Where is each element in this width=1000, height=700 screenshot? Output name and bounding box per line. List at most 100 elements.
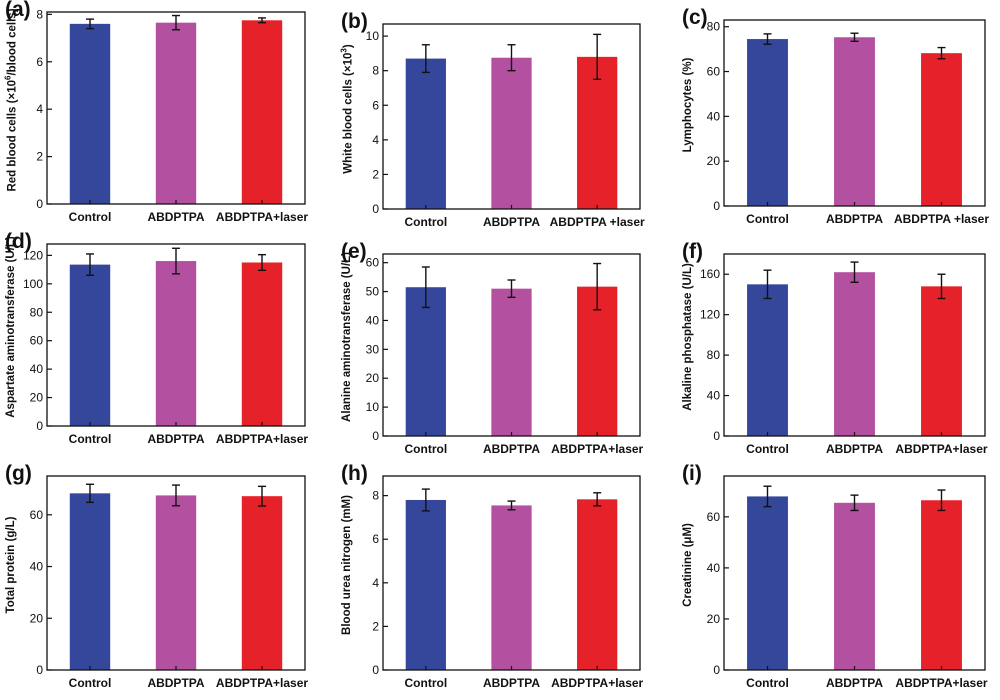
bar-abdptpa [155, 261, 197, 426]
error-bar [850, 494, 859, 512]
y-tick-label: 0 [372, 663, 379, 677]
bar-control [69, 23, 111, 204]
chart-svg: Control ABDPTPA ABDPTPA+laser 0 40 80 120 160 [700, 253, 988, 456]
x-tick-label: ABDPTPA+laser [216, 432, 308, 446]
panel-label: (f) [682, 240, 703, 263]
y-tick-label: 40 [30, 560, 44, 574]
chart-panel-h: Control ABDPTPA ABDPTPA+laser 0 2 4 6 8 [372, 475, 644, 690]
x-tick-label: ABDPTPA+laser [895, 676, 987, 690]
y-tick-label: 20 [707, 612, 721, 626]
x-tick-label: ABDPTPA [483, 676, 540, 690]
error-bar [421, 266, 430, 309]
x-tick-label: ABDPTPA +laser [894, 212, 989, 226]
error-bar [172, 484, 180, 507]
x-tick-label: ABDPTPA [826, 212, 883, 226]
y-axis-label: Aspartate aminotransferase (U/L) [5, 236, 17, 418]
chart-svg: Control ABDPTPA ABDPTPA+laser 0 20 40 60 [707, 475, 988, 690]
y-tick-label: 30 [366, 342, 380, 356]
chart-panel-a: Control ABDPTPA ABDPTPA+laser 0 2 4 6 8 [36, 7, 308, 224]
error-bar [937, 273, 946, 300]
bar-control [747, 496, 788, 670]
error-bar [850, 261, 859, 284]
y-axis-label-text: White blood cells (×10 [342, 52, 355, 174]
x-tick-label: ABDPTPA +laser [550, 215, 645, 229]
bar-control [69, 264, 111, 426]
y-axis-label-text: Alkaline phosphatase (U/L) [682, 263, 694, 411]
y-tick-label: 0 [372, 429, 379, 443]
y-tick-label: 40 [707, 109, 721, 123]
y-axis-label-text: Blood urea nitrogen (mM) [341, 495, 353, 635]
bar-control [69, 493, 111, 670]
y-axis-label: Creatinine (μM) [682, 523, 694, 607]
y-axis-label-unit: ) [342, 43, 355, 48]
y-tick-label: 0 [713, 199, 720, 213]
y-tick-label: 4 [36, 102, 43, 116]
bar-control [747, 284, 788, 436]
x-tick-label: ABDPTPA [483, 215, 540, 229]
bar-abdptpa [491, 505, 532, 670]
x-tick-label: ABDPTPA [147, 210, 204, 224]
bar-abdptpa [155, 495, 197, 670]
y-tick-label: 0 [36, 419, 43, 433]
x-tick-label: ABDPTPA [826, 676, 883, 690]
y-tick-label: 60 [30, 334, 44, 348]
chart-svg: Control ABDPTPA ABDPTPA+laser 0 2 4 6 8 [36, 7, 308, 224]
error-bar [507, 279, 516, 299]
x-tick-label: ABDPTPA+laser [895, 442, 987, 456]
error-bar [763, 33, 772, 45]
x-tick-label: Control [69, 676, 112, 690]
y-tick-label: 8 [372, 64, 379, 78]
chart-svg: Control ABDPTPA ABDPTPA +laser 0 20 40 60 80 [707, 19, 989, 226]
chart-panel-c: Control ABDPTPA ABDPTPA +laser 0 20 40 60 80 [707, 19, 989, 226]
y-axis-label: White blood cells (×103) [340, 44, 355, 173]
y-axis-label: Lymphocytes (%) [682, 58, 694, 153]
x-tick-label: Control [69, 432, 112, 446]
bar-control [405, 499, 446, 670]
x-tick-label: Control [405, 442, 448, 456]
chart-panel-e: Control ABDPTPA ABDPTPA+laser 0 10 20 30 40 50 60 [366, 253, 644, 456]
y-tick-label: 40 [707, 389, 721, 403]
y-tick-label: 40 [30, 362, 44, 376]
y-tick-label: 6 [372, 532, 379, 546]
y-axis-label-text: Alanine aminotransferase (U/L) [341, 252, 353, 422]
y-tick-label: 0 [713, 663, 720, 677]
chart-panel-g: Control ABDPTPA ABDPTPA+laser 0 20 40 60 [30, 475, 308, 690]
y-tick-label: 60 [707, 510, 721, 524]
error-bar [763, 269, 772, 300]
bar-abdptpa [155, 22, 197, 204]
y-axis-label-text: Lymphocytes (%) [682, 57, 694, 153]
y-axis-label-exponent: 6 [3, 75, 13, 81]
bar-control [405, 287, 446, 436]
y-tick-label: 20 [30, 611, 44, 625]
x-tick-label: ABDPTPA [147, 432, 204, 446]
panel-label: (c) [682, 6, 708, 29]
x-tick-label: ABDPTPA+laser [216, 210, 308, 224]
bar-control [405, 58, 446, 210]
y-axis-label-text: Aspartate aminotransferase (U/L) [5, 236, 17, 418]
error-bar [593, 492, 602, 507]
error-bar [937, 46, 946, 60]
bar-abdptpa [834, 37, 875, 207]
y-tick-label: 60 [366, 256, 380, 270]
x-tick-label: ABDPTPA+laser [551, 676, 643, 690]
y-tick-label: 100 [23, 277, 43, 291]
panel-label: (b) [341, 10, 368, 33]
y-tick-label: 0 [372, 202, 379, 216]
error-bar [86, 18, 94, 30]
error-bar [86, 483, 94, 504]
y-tick-label: 0 [36, 663, 43, 677]
chart-svg: Control ABDPTPA ABDPTPA +laser 0 2 4 6 8 10 [366, 23, 645, 229]
y-tick-label: 6 [372, 98, 379, 112]
y-axis-label: Alanine aminotransferase (U/L) [341, 252, 353, 422]
y-axis-label: Red blood cells (×106/blood cells) [4, 8, 19, 191]
y-axis-label-text: Red blood cells (×10 [6, 80, 19, 192]
y-tick-label: 2 [372, 619, 379, 633]
y-tick-label: 4 [372, 133, 379, 147]
error-bar [172, 14, 180, 31]
error-bar [258, 485, 266, 507]
bar-abdptpa [834, 502, 875, 670]
error-bar [593, 262, 602, 311]
y-tick-label: 6 [36, 55, 43, 69]
x-tick-label: ABDPTPA+laser [551, 442, 643, 456]
